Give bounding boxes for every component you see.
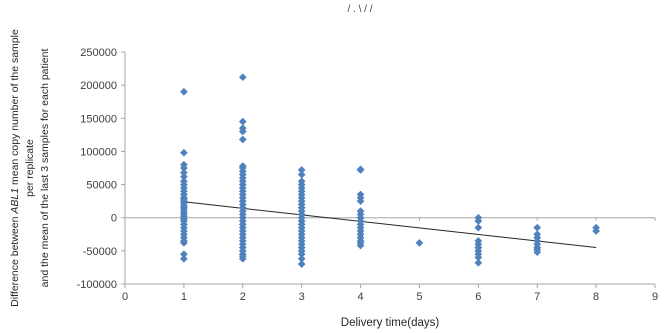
data-point [474, 223, 483, 232]
y-tick-label: 50000 [86, 180, 117, 192]
y-tick-label: 250000 [80, 47, 117, 59]
x-tick-label: 3 [299, 291, 305, 303]
x-tick-label: 5 [416, 291, 422, 303]
x-tick-label: 6 [475, 291, 481, 303]
data-point [179, 148, 188, 157]
data-point [356, 197, 365, 206]
x-tick-label: 7 [534, 291, 540, 303]
y-axis-title-line1: Difference between ABL1 mean copy number… [9, 29, 21, 307]
data-point [474, 258, 483, 267]
x-tick-label: 1 [181, 291, 187, 303]
data-point [415, 238, 424, 247]
x-tick-label: 2 [240, 291, 246, 303]
data-point [533, 248, 542, 257]
y-axis-title-line3: and the mean of the last 3 samples for e… [39, 49, 51, 288]
y-axis-title-line2: per replicate [24, 139, 36, 197]
chart-title-fragment: / . \ / / [347, 4, 372, 15]
data-point [297, 260, 306, 269]
data-point [238, 117, 247, 126]
x-tick-label: 4 [357, 291, 363, 303]
data-point [179, 238, 188, 247]
data-point [356, 241, 365, 250]
data-point [533, 223, 542, 232]
data-point [238, 135, 247, 144]
y-tick-label: -100000 [77, 279, 117, 291]
data-point [179, 254, 188, 263]
x-axis-title: Delivery time(days) [341, 317, 440, 329]
y-tick-label: 150000 [80, 113, 117, 125]
y-tick-label: -50000 [83, 246, 117, 258]
data-point [238, 127, 247, 136]
trendline [183, 201, 597, 249]
data-point [179, 87, 188, 96]
data-point [238, 73, 247, 82]
data-point [592, 227, 601, 235]
x-tick-label: 8 [593, 291, 599, 303]
data-point [297, 170, 306, 179]
y-tick-label: 100000 [80, 146, 117, 158]
y-tick-label: 0 [111, 213, 117, 225]
data-point [238, 254, 247, 263]
x-tick-label: 0 [122, 291, 128, 303]
y-tick-label: 200000 [80, 80, 117, 92]
y-axis-title: Difference between ABL1 mean copy number… [9, 29, 51, 307]
data-point [356, 166, 365, 174]
x-tick-label: 9 [652, 291, 658, 303]
